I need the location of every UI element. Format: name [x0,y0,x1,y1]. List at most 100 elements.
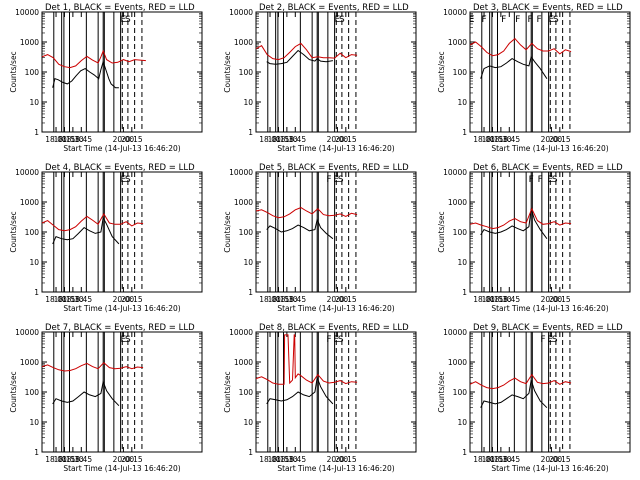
x-tick-label: 20:15 [335,455,357,464]
y-tick-label: 1000 [448,358,467,367]
series-line-lld [41,212,144,232]
chart-title: Det 3, BLACK = Events, RED = LLD [473,3,623,13]
y-tick-label: 1000 [448,198,467,207]
x-tick-label: 20:00 [113,455,135,464]
event-marker-label: F [538,175,543,185]
event-marker-label: E [547,335,553,345]
y-tick-label: 10 [29,98,39,107]
x-tick-label: 18:30 [276,455,298,464]
x-axis-label: Start Time (14-Jul-13 16:46:20) [277,144,394,153]
x-tick-label: 20:00 [113,135,135,144]
x-tick-label: 18:00 [473,455,495,464]
series-line-lld [255,334,358,385]
y-axis-label: Counts/sec [223,51,232,92]
series-line-events [52,216,120,245]
series-line-lld [469,37,572,57]
y-tick-label: 10000 [443,8,467,17]
x-axis-label: Start Time (14-Jul-13 16:46:20) [63,464,180,473]
event-marker-label: E [469,15,475,25]
series-line-events [266,217,334,240]
x-tick-label: 18:30 [490,295,512,304]
y-axis-label: Counts/sec [437,371,446,412]
x-tick-label: 20:15 [121,135,143,144]
x-tick-label: 18:45 [498,135,520,144]
chart-title: Det 1, BLACK = Events, RED = LLD [45,3,195,13]
event-marker-label: S [338,175,344,185]
event-marker-label: S [339,15,345,25]
x-tick-label: 20:00 [541,135,563,144]
chart-title: Det 9, BLACK = Events, RED = LLD [473,323,623,333]
y-axis-label: Counts/sec [223,371,232,412]
y-tick-label: 1 [34,288,39,297]
y-tick-label: 10 [29,418,39,427]
chart-title: Det 8, BLACK = Events, RED = LLD [259,323,409,333]
y-axis-label: Counts/sec [223,211,232,252]
y-tick-label: 1000 [234,38,253,47]
x-tick-label: 20:00 [113,295,135,304]
x-tick-label: 20:00 [541,295,563,304]
y-tick-label: 10 [457,98,467,107]
y-axis-label: Counts/sec [9,51,18,92]
x-tick-label: 18:15 [482,295,504,304]
chart-title: Det 4, BLACK = Events, RED = LLD [45,163,195,173]
x-axis-label: Start Time (14-Jul-13 16:46:20) [491,464,608,473]
y-axis-label: Counts/sec [437,51,446,92]
y-tick-label: 10000 [15,168,39,177]
y-tick-label: 1 [462,448,467,457]
y-tick-label: 1000 [234,358,253,367]
series-line-events [480,55,548,79]
x-axis-label: Start Time (14-Jul-13 16:46:20) [491,144,608,153]
event-marker-label: E [121,175,127,185]
event-marker-label: S [125,175,131,185]
event-marker-label: S [338,335,344,345]
y-tick-label: 1 [462,288,467,297]
y-tick-label: 10000 [15,328,39,337]
event-marker-label: F [501,15,506,25]
y-tick-label: 10 [243,98,253,107]
y-axis-label: Counts/sec [437,211,446,252]
x-tick-label: 18:15 [482,455,504,464]
series-line-events [480,208,548,239]
x-tick-label: 18:30 [490,455,512,464]
x-tick-label: 18:45 [284,135,306,144]
event-marker-label: S [552,335,558,345]
x-tick-label: 20:00 [327,135,349,144]
event-marker-label: S [125,15,131,25]
x-tick-label: 18:30 [276,135,298,144]
event-marker-label: F [326,335,331,345]
event-marker-label: F [326,175,331,185]
x-tick-label: 18:15 [54,455,76,464]
x-tick-label: 18:00 [259,455,281,464]
y-tick-label: 100 [453,388,468,397]
y-tick-label: 10000 [229,168,253,177]
y-tick-label: 100 [25,68,40,77]
y-tick-label: 10 [29,258,39,267]
x-tick-label: 18:45 [284,295,306,304]
y-tick-label: 1 [34,448,39,457]
series-line-events [52,60,119,89]
event-marker-label: F [527,15,532,25]
x-tick-label: 18:15 [268,455,290,464]
x-tick-label: 18:30 [62,135,84,144]
chart-title: Det 5, BLACK = Events, RED = LLD [259,163,409,173]
x-tick-label: 18:45 [70,455,92,464]
y-tick-label: 10 [457,258,467,267]
x-tick-label: 20:00 [327,295,349,304]
y-tick-label: 10000 [229,8,253,17]
chart-title: Det 6, BLACK = Events, RED = LLD [473,163,623,173]
x-tick-label: 18:30 [490,135,512,144]
y-tick-label: 100 [239,228,254,237]
x-tick-label: 18:00 [45,135,67,144]
x-axis-label: Start Time (14-Jul-13 16:46:20) [277,464,394,473]
y-tick-label: 1 [462,128,467,137]
series-line-lld [255,207,358,219]
x-tick-label: 18:15 [268,295,290,304]
y-tick-label: 100 [25,228,40,237]
y-tick-label: 10000 [443,168,467,177]
x-tick-label: 18:00 [259,295,281,304]
y-tick-label: 1 [248,448,253,457]
event-marker-label: F [515,15,520,25]
y-tick-label: 10000 [443,328,467,337]
y-tick-label: 1000 [20,198,39,207]
x-tick-label: 20:15 [335,295,357,304]
